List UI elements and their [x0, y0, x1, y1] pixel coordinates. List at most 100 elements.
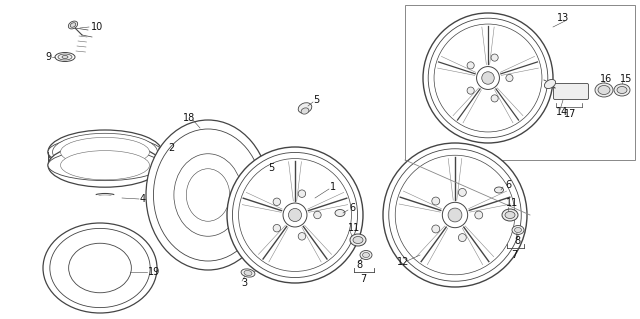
Ellipse shape — [598, 85, 610, 94]
Text: 8: 8 — [356, 260, 362, 270]
Ellipse shape — [186, 169, 230, 221]
Ellipse shape — [68, 153, 142, 177]
Ellipse shape — [273, 225, 280, 232]
Text: 8: 8 — [514, 236, 520, 246]
Ellipse shape — [432, 197, 440, 205]
Ellipse shape — [335, 210, 345, 217]
Text: 5: 5 — [268, 163, 275, 173]
Ellipse shape — [76, 142, 134, 162]
Ellipse shape — [48, 143, 162, 187]
Text: 6: 6 — [505, 180, 511, 190]
Ellipse shape — [423, 13, 553, 143]
Text: 15: 15 — [620, 74, 632, 84]
Ellipse shape — [502, 209, 518, 221]
Ellipse shape — [68, 140, 142, 164]
Ellipse shape — [91, 146, 119, 158]
Text: 16: 16 — [600, 74, 612, 84]
Ellipse shape — [360, 250, 372, 259]
Ellipse shape — [595, 83, 613, 97]
Ellipse shape — [301, 108, 309, 114]
Ellipse shape — [52, 133, 157, 171]
Text: 10: 10 — [91, 22, 103, 32]
Text: 18: 18 — [183, 113, 195, 123]
FancyBboxPatch shape — [405, 5, 635, 160]
Ellipse shape — [458, 234, 467, 241]
Ellipse shape — [239, 159, 351, 271]
Ellipse shape — [491, 54, 498, 61]
FancyBboxPatch shape — [554, 84, 589, 100]
Text: 12: 12 — [397, 257, 410, 267]
Text: 11: 11 — [506, 198, 518, 208]
Ellipse shape — [232, 152, 358, 278]
Ellipse shape — [61, 137, 150, 167]
Ellipse shape — [298, 103, 312, 113]
Ellipse shape — [68, 243, 131, 293]
Ellipse shape — [448, 208, 462, 222]
Ellipse shape — [61, 151, 150, 180]
Ellipse shape — [68, 21, 77, 29]
Ellipse shape — [82, 158, 128, 173]
Ellipse shape — [174, 154, 242, 236]
Text: 6: 6 — [349, 203, 355, 213]
Ellipse shape — [467, 62, 474, 69]
Ellipse shape — [396, 155, 515, 275]
Text: 19: 19 — [148, 267, 160, 277]
Ellipse shape — [82, 145, 128, 160]
Text: 5: 5 — [313, 95, 319, 105]
Ellipse shape — [154, 129, 262, 261]
Ellipse shape — [98, 149, 112, 155]
Ellipse shape — [353, 236, 363, 243]
Ellipse shape — [617, 86, 627, 93]
Ellipse shape — [475, 211, 483, 219]
Ellipse shape — [70, 23, 76, 27]
Ellipse shape — [227, 147, 363, 283]
Text: 7: 7 — [360, 274, 366, 284]
Ellipse shape — [467, 87, 474, 94]
Ellipse shape — [614, 84, 630, 96]
Ellipse shape — [515, 227, 522, 233]
Ellipse shape — [495, 187, 504, 193]
Ellipse shape — [477, 67, 499, 89]
Text: 14: 14 — [556, 107, 568, 117]
Ellipse shape — [283, 203, 307, 227]
Ellipse shape — [383, 143, 527, 287]
Ellipse shape — [432, 225, 440, 233]
Text: 13: 13 — [557, 13, 569, 23]
Ellipse shape — [244, 271, 252, 276]
Ellipse shape — [298, 190, 306, 197]
Ellipse shape — [458, 189, 467, 197]
Ellipse shape — [314, 211, 321, 219]
Ellipse shape — [43, 223, 157, 313]
Ellipse shape — [289, 209, 301, 221]
Ellipse shape — [273, 198, 280, 205]
Text: 9: 9 — [45, 52, 51, 62]
Ellipse shape — [48, 150, 162, 181]
Ellipse shape — [241, 269, 255, 277]
Text: 3: 3 — [241, 278, 247, 288]
Ellipse shape — [62, 56, 68, 58]
Ellipse shape — [58, 54, 72, 60]
Ellipse shape — [298, 233, 306, 240]
Ellipse shape — [50, 228, 150, 308]
Text: 7: 7 — [511, 250, 517, 260]
Ellipse shape — [76, 155, 134, 175]
Ellipse shape — [55, 53, 75, 62]
Text: 4: 4 — [140, 194, 146, 204]
Ellipse shape — [434, 24, 542, 132]
Ellipse shape — [506, 74, 513, 82]
Text: 1: 1 — [330, 182, 336, 192]
Ellipse shape — [512, 226, 524, 234]
Ellipse shape — [48, 137, 162, 167]
Text: 11: 11 — [348, 223, 360, 233]
Ellipse shape — [350, 234, 366, 246]
Ellipse shape — [388, 149, 521, 281]
Ellipse shape — [362, 253, 369, 257]
Ellipse shape — [491, 95, 498, 102]
Ellipse shape — [442, 202, 468, 228]
Ellipse shape — [545, 79, 556, 89]
Ellipse shape — [275, 170, 289, 180]
Ellipse shape — [428, 18, 548, 138]
Text: 2: 2 — [168, 143, 174, 153]
Ellipse shape — [482, 72, 494, 84]
Ellipse shape — [505, 211, 515, 219]
